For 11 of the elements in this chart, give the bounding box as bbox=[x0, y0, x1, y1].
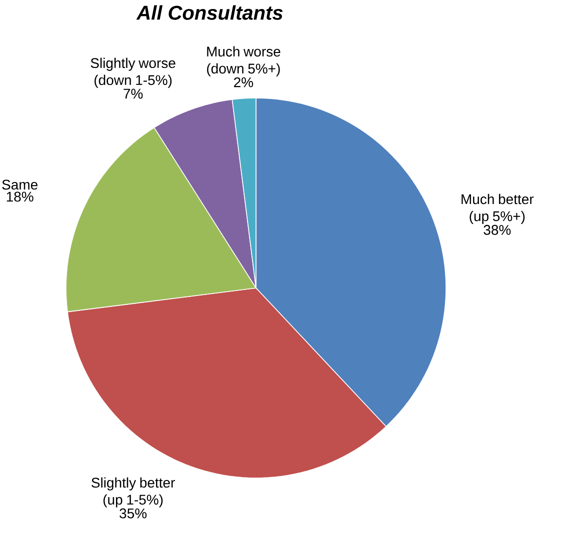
data-label: 7% bbox=[124, 88, 143, 99]
data-label: 35% bbox=[120, 508, 147, 518]
data-label: 18% bbox=[6, 192, 34, 202]
data-label: 2% bbox=[234, 77, 254, 88]
slice-label: Same bbox=[2, 180, 38, 190]
chart-title: All Consultants bbox=[136, 5, 283, 20]
slice-label: Slightly better (up 1-5%) bbox=[92, 477, 175, 508]
slice-label: Much better (up 5%+) bbox=[462, 194, 534, 224]
data-label: 38% bbox=[484, 224, 511, 235]
slice-label: Slightly worse (down 1-5%) bbox=[90, 58, 176, 88]
slice-label: Much worse (down 5%+) bbox=[207, 46, 280, 76]
